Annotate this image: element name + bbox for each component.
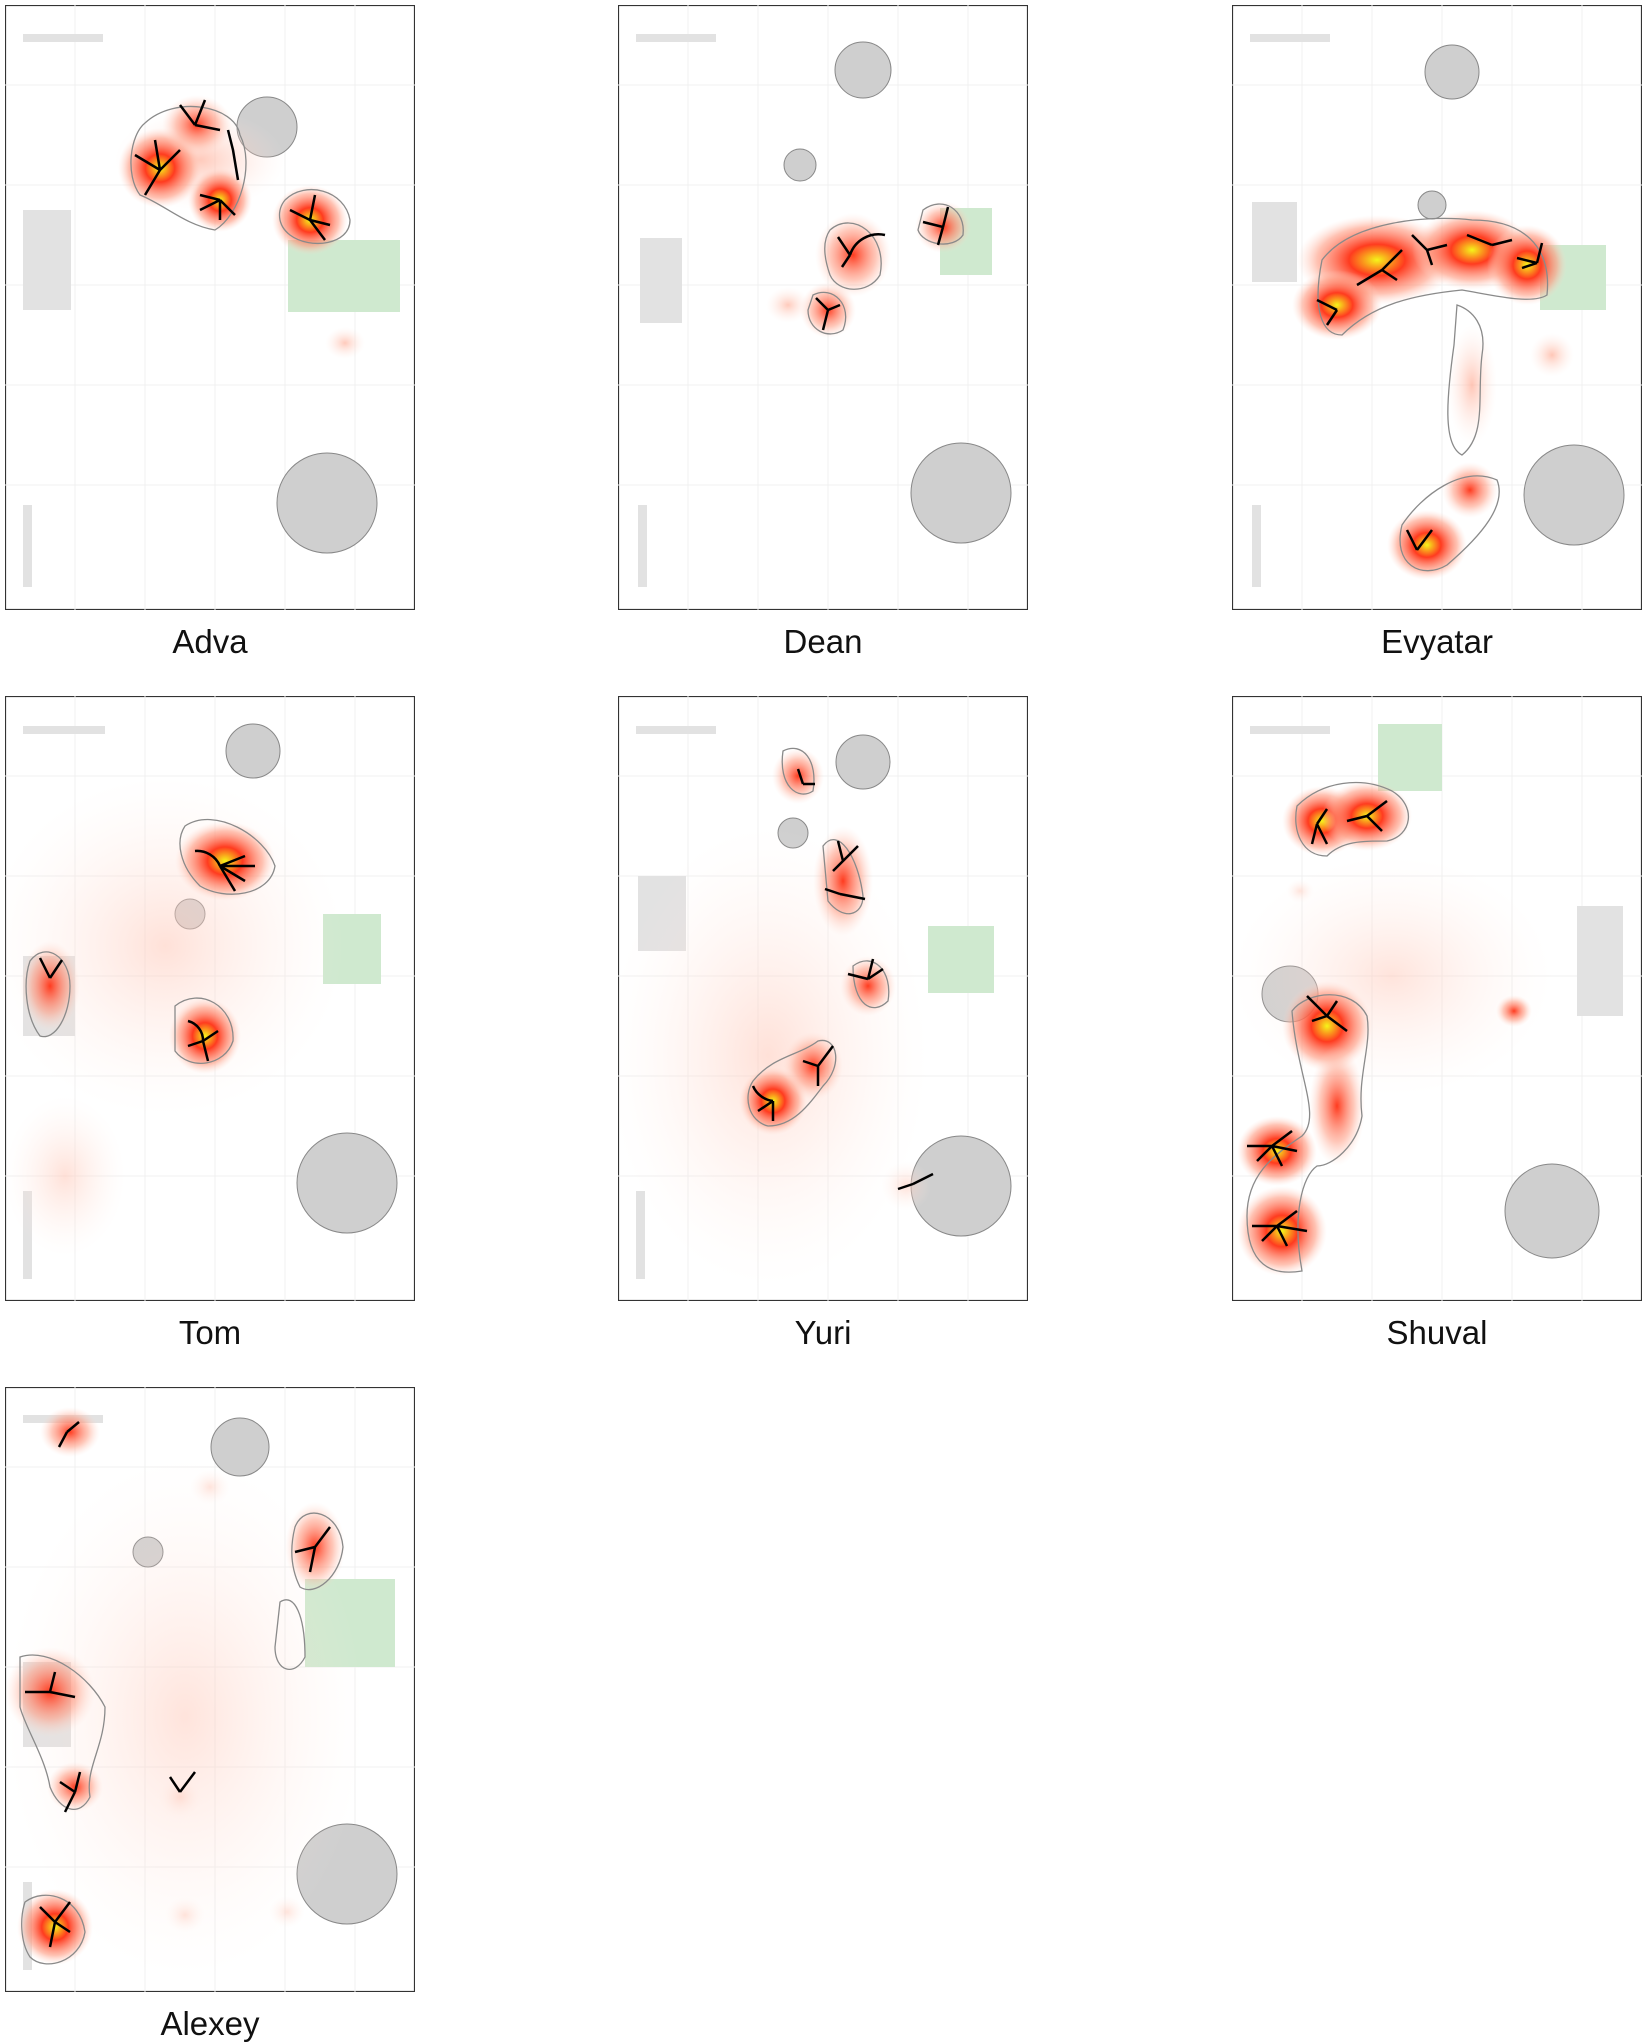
wall-bottom-left	[638, 505, 647, 587]
panel-label: Evyatar	[1381, 623, 1493, 660]
obstacle-circle	[225, 723, 281, 779]
panel-shuval: Shuval	[1232, 696, 1642, 1351]
panel-dean: Dean	[618, 5, 1028, 660]
orientation-fan-glyph	[815, 206, 950, 331]
orientation-fan-glyph	[25, 1421, 331, 1948]
panel-label: Tom	[178, 1314, 242, 1351]
panel-label: Alexey	[160, 2005, 260, 2042]
heatmap-frame	[5, 1387, 415, 1992]
obstacle-circle	[835, 734, 891, 790]
goal-zone	[1378, 724, 1442, 791]
obstacle-circle	[834, 41, 892, 99]
obstacle-circle	[910, 442, 1012, 544]
wall-top	[23, 34, 103, 42]
heatmap-frame	[1232, 5, 1642, 610]
heatmap-frame	[5, 5, 415, 610]
panel-label: Yuri	[794, 1314, 852, 1351]
panel-label: Adva	[172, 623, 248, 660]
obstacle-circle	[296, 1132, 398, 1234]
heatmap-frame	[618, 696, 1028, 1301]
orientation-fan-glyph	[751, 768, 934, 1191]
wall-left	[1252, 202, 1297, 282]
obstacle-circle	[1417, 190, 1447, 220]
panel-evyatar: Evyatar	[1232, 5, 1642, 660]
wall-left	[640, 238, 682, 323]
wall-right	[1577, 906, 1623, 1016]
panel-label: Shuval	[1386, 1314, 1488, 1351]
obstacle-circle	[1523, 444, 1625, 546]
orientation-fan-glyph	[134, 99, 331, 241]
panel-yuri: Yuri	[618, 696, 1028, 1351]
wall-left	[23, 210, 71, 310]
wall-top	[1250, 726, 1330, 734]
heatmap-frame	[5, 696, 415, 1301]
panel-tom: Tom	[5, 696, 415, 1351]
orientation-fan-glyph	[1316, 233, 1544, 551]
obstacle-circle	[1424, 44, 1480, 100]
panel-label: Dean	[783, 623, 863, 660]
heatmap-frame	[1232, 696, 1642, 1301]
panel-alexey: Alexey	[5, 1387, 415, 2042]
wall-bottom-left	[23, 505, 32, 587]
heatmap-frame	[618, 5, 1028, 610]
wall-top	[636, 34, 716, 42]
wall-top	[1250, 34, 1330, 42]
obstacle-circle	[1504, 1163, 1600, 1259]
panel-adva: Adva	[5, 5, 415, 660]
orientation-fan-glyph	[1247, 800, 1388, 1247]
wall-bottom-left	[1252, 505, 1261, 587]
obstacle-circle	[276, 452, 378, 554]
wall-bottom-left	[636, 1191, 645, 1279]
goal-zone	[928, 926, 994, 993]
obstacle-circle	[783, 148, 817, 182]
wall-top	[636, 726, 716, 734]
orientation-fan-glyph	[38, 849, 255, 1062]
wall-top	[23, 726, 105, 734]
